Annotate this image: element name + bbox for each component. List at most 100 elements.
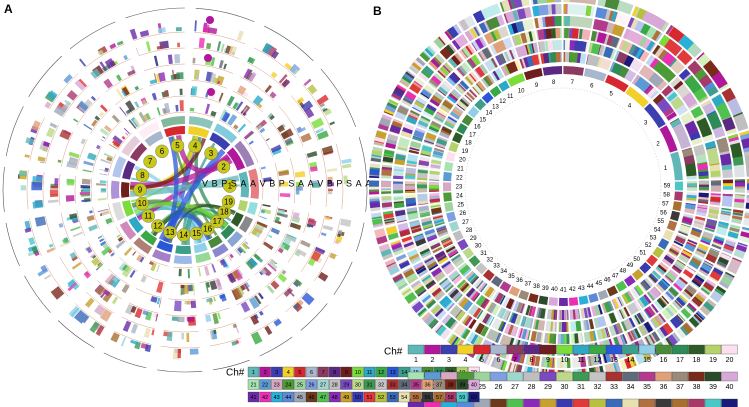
track-bg [484, 57, 499, 72]
track-line [232, 90, 263, 113]
track-band [649, 57, 660, 69]
track-band [577, 332, 582, 344]
outer-arc [103, 352, 147, 369]
track-band [111, 296, 119, 305]
track-line [197, 262, 213, 268]
track-band [430, 207, 442, 214]
track-band [488, 302, 497, 314]
legend-swatch [523, 371, 540, 382]
track-band [451, 55, 461, 66]
chromosome-label: 43 [578, 286, 585, 292]
legend-number: 27 [511, 384, 519, 391]
track-band [696, 52, 705, 61]
track-line [335, 144, 344, 209]
track-band [264, 84, 272, 93]
track-band [438, 256, 449, 265]
track-line [45, 215, 57, 250]
track-band [588, 42, 594, 53]
track-band [437, 228, 448, 236]
track-band [233, 124, 239, 130]
track-band [74, 79, 86, 91]
track-band [451, 321, 459, 331]
track-band [594, 317, 599, 329]
track-line [115, 88, 143, 105]
track-band [720, 212, 731, 216]
track-band [661, 52, 676, 67]
track-band [554, 357, 556, 368]
track-band [189, 348, 199, 355]
track-band [459, 80, 470, 90]
track-band [387, 265, 400, 276]
track-band [417, 191, 428, 193]
track-band [707, 214, 719, 220]
track-band [443, 242, 454, 248]
track-band [71, 255, 78, 262]
track-band [381, 202, 393, 208]
chromosome-badge [151, 219, 165, 233]
legend-number: 29 [343, 382, 349, 388]
track-band [613, 298, 620, 309]
track-band [420, 250, 431, 257]
track-band [484, 286, 494, 298]
track-band [746, 179, 749, 185]
track-band [198, 267, 202, 277]
highlight-band [133, 237, 153, 255]
track-line [58, 174, 61, 206]
legend-number: 11 [577, 357, 584, 364]
track-band [703, 260, 714, 268]
track-band [260, 208, 272, 215]
highlight-band [234, 140, 255, 168]
track-band [446, 77, 456, 86]
track-band [457, 66, 466, 77]
track-line [314, 252, 331, 282]
track-band [235, 249, 242, 257]
track-band [281, 269, 287, 275]
chromosome-label: 29 [470, 236, 477, 242]
track-band [442, 81, 453, 91]
track-band [329, 252, 337, 260]
legend-number: 38 [693, 384, 701, 391]
track-band [133, 118, 141, 127]
track-band [266, 285, 275, 294]
track-band [700, 236, 712, 244]
track-band [409, 255, 421, 263]
track-band [213, 296, 216, 302]
track-band [279, 181, 289, 187]
track-band [708, 209, 720, 215]
track-band [684, 120, 700, 138]
track-band [215, 278, 223, 291]
track-band [435, 114, 445, 121]
track-band [284, 62, 293, 71]
track-band [240, 110, 247, 117]
track-band [551, 4, 556, 15]
track-band [550, 52, 557, 63]
track-band [437, 70, 446, 79]
track-band [97, 197, 107, 201]
track-band [158, 72, 166, 82]
chromosome-label: 12 [153, 222, 162, 231]
track-band [509, 312, 515, 323]
track-band [586, 307, 589, 318]
legend-swatch [387, 391, 399, 403]
track-band [293, 69, 299, 75]
track-band [662, 322, 674, 335]
track-band [446, 94, 458, 104]
track-band [721, 87, 736, 103]
track-line [160, 345, 201, 349]
chromosome-label: 28 [466, 228, 473, 234]
track-band [714, 235, 725, 242]
track-band [306, 225, 311, 228]
track-band [631, 356, 637, 367]
ideogram [508, 285, 520, 297]
track-band [186, 316, 195, 322]
track-band [284, 137, 294, 146]
track-band [430, 164, 441, 169]
legend-swatch [294, 391, 306, 403]
track-band [623, 55, 635, 68]
outer-arc [300, 303, 328, 331]
track-band [603, 327, 608, 339]
legend-swatch [688, 344, 705, 355]
track-band [527, 330, 531, 341]
legend-swatch [352, 391, 364, 403]
ideogram [623, 275, 636, 287]
